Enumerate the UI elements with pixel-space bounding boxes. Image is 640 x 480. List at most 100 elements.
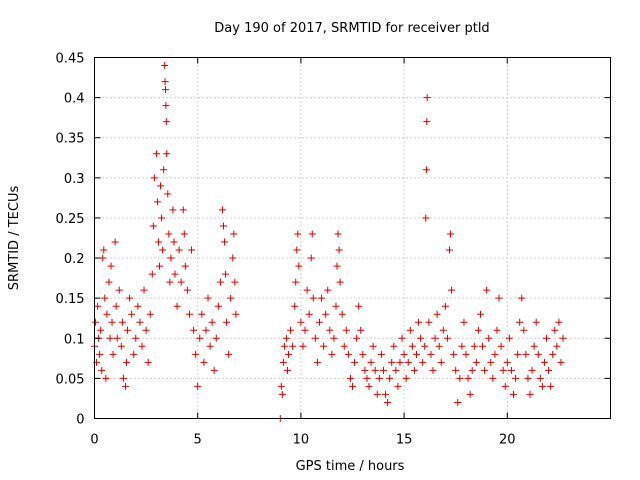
data-point: [406, 326, 414, 334]
data-point: [386, 374, 394, 382]
data-points: [91, 62, 567, 422]
data-point: [108, 318, 116, 326]
data-point: [355, 302, 363, 310]
x-axis-label: GPS time / hours: [296, 459, 405, 474]
data-point: [107, 262, 115, 270]
data-point: [505, 334, 513, 342]
data-point: [390, 342, 398, 350]
data-point: [400, 350, 408, 358]
data-point: [221, 238, 229, 246]
data-point: [384, 398, 392, 406]
data-point: [534, 350, 542, 358]
data-point: [450, 350, 458, 358]
data-point: [152, 150, 160, 158]
data-point: [185, 310, 193, 318]
y-tick-label: 0.2: [64, 252, 85, 267]
data-point: [102, 374, 110, 382]
data-point: [204, 294, 212, 302]
data-point: [223, 318, 231, 326]
data-point: [526, 390, 534, 398]
data-point: [289, 342, 297, 350]
data-point: [342, 326, 350, 334]
data-point: [439, 326, 447, 334]
grid-lines: [94, 57, 611, 419]
x-tick-label: 10: [293, 433, 310, 448]
data-point: [164, 190, 172, 198]
data-point: [363, 374, 371, 382]
data-point: [359, 350, 367, 358]
data-point: [285, 350, 293, 358]
data-point: [367, 358, 375, 366]
data-point: [501, 382, 509, 390]
data-point: [536, 374, 544, 382]
data-point: [113, 334, 121, 342]
data-point: [153, 198, 161, 206]
data-point: [144, 358, 152, 366]
data-point: [96, 350, 104, 358]
data-point: [311, 334, 319, 342]
data-point: [437, 358, 445, 366]
data-point: [435, 342, 443, 350]
data-point: [545, 366, 553, 374]
axis-ticks: 0 0.05 0.1 0.15 0.2 0.25 0.3 0.35 0.4 0.45 0 5 10 15 2…: [56, 52, 611, 448]
data-point: [320, 342, 328, 350]
data-point: [379, 366, 387, 374]
data-point: [232, 310, 240, 318]
data-point: [92, 318, 100, 326]
data-point: [365, 382, 373, 390]
data-point: [514, 350, 522, 358]
data-point: [398, 334, 406, 342]
data-point: [452, 366, 460, 374]
data-point: [427, 350, 435, 358]
data-point: [146, 310, 154, 318]
data-point: [130, 350, 138, 358]
data-point: [408, 342, 416, 350]
data-point: [109, 350, 117, 358]
data-point: [277, 382, 285, 390]
data-point: [287, 326, 295, 334]
data-point: [142, 326, 150, 334]
data-point: [157, 182, 165, 190]
data-point: [229, 254, 237, 262]
data-point: [458, 342, 466, 350]
data-point: [326, 326, 334, 334]
data-point: [417, 334, 425, 342]
data-point: [188, 246, 196, 254]
data-point: [336, 278, 344, 286]
data-point: [543, 334, 551, 342]
data-point: [456, 374, 464, 382]
data-point: [162, 86, 170, 94]
data-point: [169, 206, 177, 214]
data-point: [293, 246, 301, 254]
data-point: [167, 254, 175, 262]
data-point: [412, 350, 420, 358]
data-point: [532, 318, 540, 326]
data-point: [222, 270, 230, 278]
data-point: [161, 78, 169, 86]
data-point: [479, 342, 487, 350]
data-point: [308, 230, 316, 238]
data-point: [118, 318, 126, 326]
data-point: [524, 374, 532, 382]
data-point: [485, 334, 493, 342]
data-point: [441, 302, 449, 310]
data-point: [132, 334, 140, 342]
data-point: [111, 238, 119, 246]
data-point: [431, 334, 439, 342]
data-point: [349, 382, 356, 390]
data-point: [328, 350, 336, 358]
data-point: [297, 318, 305, 326]
data-point: [447, 230, 455, 238]
data-point: [371, 366, 379, 374]
data-point: [158, 214, 166, 222]
data-point: [154, 238, 162, 246]
data-point: [402, 374, 410, 382]
data-point: [476, 310, 484, 318]
data-point: [100, 246, 108, 254]
data-point: [112, 302, 120, 310]
data-point: [448, 286, 456, 294]
data-point: [303, 286, 311, 294]
data-point: [396, 358, 404, 366]
data-point: [377, 350, 385, 358]
